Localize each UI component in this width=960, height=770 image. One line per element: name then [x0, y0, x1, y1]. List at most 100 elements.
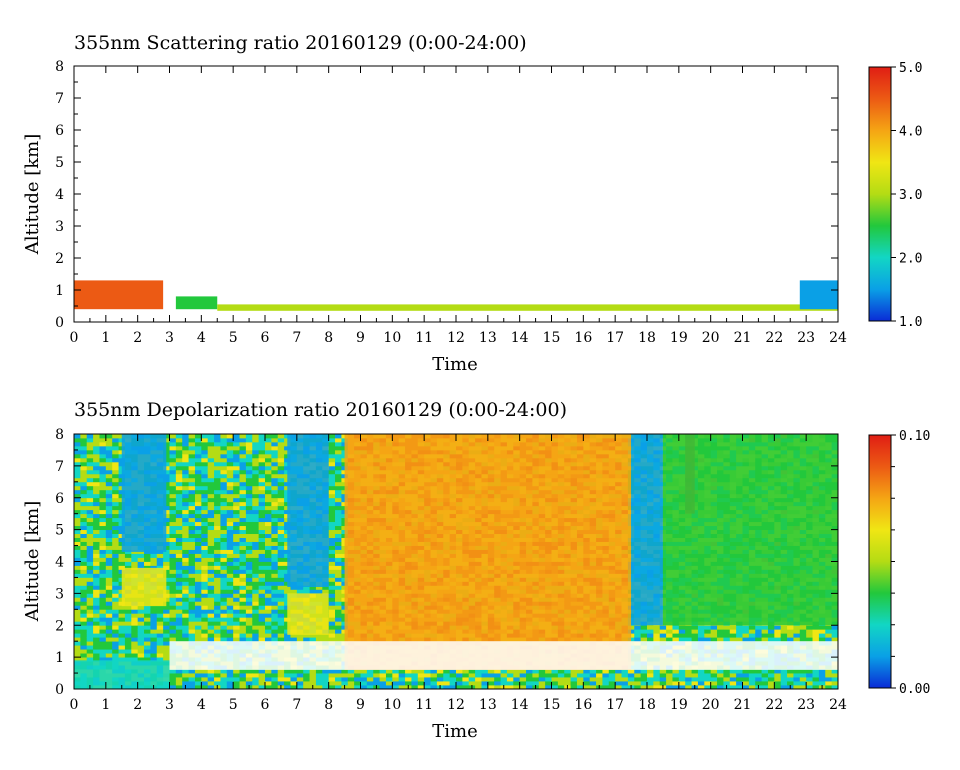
depolarization-cell — [335, 613, 342, 618]
depolarization-cell — [118, 557, 126, 562]
depolarization-cell — [163, 565, 170, 570]
depolarization-cell — [226, 453, 234, 459]
depolarization-cell — [163, 434, 170, 439]
depolarization-cell — [169, 449, 177, 455]
depolarization-cell — [220, 461, 228, 467]
depolarization-cell — [93, 449, 100, 455]
depolarization-cell — [258, 677, 266, 682]
depolarization-cell — [93, 521, 100, 527]
depolarization-cell — [182, 497, 189, 503]
depolarization-cell — [112, 581, 119, 586]
depolarization-cell — [112, 525, 119, 531]
depolarization-cell — [99, 573, 107, 578]
depolarization-cell — [379, 677, 387, 682]
depolarization-cell — [265, 529, 272, 535]
depolarization-cell — [245, 465, 253, 471]
depolarization-cell — [277, 573, 285, 578]
depolarization-cell — [74, 585, 81, 590]
depolarization-cell — [252, 633, 260, 638]
depolarization-cell — [290, 681, 298, 686]
depolarization-cell — [214, 529, 221, 535]
depolarization-cell — [112, 649, 119, 654]
scattering-ratio-xtick-label: 23 — [797, 330, 815, 346]
depolarization-cell — [436, 673, 444, 678]
depolarization-cell — [265, 681, 272, 686]
depolarization-cell — [188, 434, 196, 439]
depolarization-cell — [335, 481, 342, 487]
depolarization-cell — [226, 473, 234, 479]
depolarization-cell — [265, 597, 272, 602]
depolarization-cell — [233, 545, 240, 550]
depolarization-cell — [252, 569, 260, 574]
depolarization-cell — [169, 573, 177, 578]
depolarization-cell — [156, 609, 164, 614]
depolarization-cell — [487, 681, 495, 686]
depolarization-cell — [239, 673, 247, 678]
depolarization-cell — [99, 637, 107, 642]
depolarization-cell — [220, 549, 228, 554]
depolarization-cell — [475, 673, 482, 678]
depolarization-cell — [335, 497, 342, 503]
depolarization-cell — [175, 593, 183, 598]
depolarization-cell — [105, 434, 113, 439]
depolarization-cell — [175, 505, 183, 511]
scattering-ratio-ytick-label: 5 — [55, 155, 64, 171]
depolarization-cell — [112, 645, 119, 650]
depolarization-cell — [220, 637, 228, 642]
depolarization-cell — [239, 517, 247, 523]
depolarization-cell — [500, 681, 508, 686]
depolarization-cell — [309, 669, 317, 674]
depolarization-cell — [175, 525, 183, 531]
depolarization-cell — [201, 501, 209, 507]
depolarization-cell — [271, 434, 279, 439]
depolarization-cell — [290, 637, 298, 642]
depolarization-cell — [150, 565, 158, 570]
depolarization-cell — [366, 681, 374, 686]
depolarization-cell — [233, 597, 240, 602]
depolarization-cell — [328, 573, 336, 578]
depolarization-cell — [118, 645, 126, 650]
depolarization-cell — [99, 434, 107, 439]
depolarization-cell — [131, 617, 139, 622]
depolarization-cell — [214, 545, 221, 550]
depolarization-cell — [169, 481, 177, 487]
depolarization-cell — [150, 613, 158, 618]
depolarization-cell — [118, 605, 126, 610]
depolarization-cell — [258, 525, 266, 531]
depolarization-cell — [188, 477, 196, 483]
depolarization-cell — [526, 673, 533, 678]
depolarization-cell — [214, 557, 221, 562]
depolarization-cell — [239, 625, 247, 630]
depolarization-cell — [93, 545, 100, 550]
depolarization-cell — [335, 525, 342, 531]
depolarization-cell — [105, 513, 113, 519]
depolarization-cell — [487, 677, 495, 682]
depolarization-cell — [112, 625, 119, 630]
depolarization-cell — [150, 629, 158, 634]
depolarization-cell — [226, 513, 234, 519]
depolarization-cell — [182, 569, 189, 574]
depolarization-cell — [239, 493, 247, 499]
depolarization-cell — [252, 553, 260, 558]
depolarization-cell — [86, 529, 94, 535]
depolarization-cell — [188, 629, 196, 634]
depolarization-cell — [194, 465, 202, 471]
depolarization-cell — [220, 625, 228, 630]
depolarization-cell — [74, 453, 81, 459]
depolarization-cell — [328, 449, 336, 455]
depolarization-cell — [239, 513, 247, 519]
depolarization-cell — [245, 545, 253, 550]
depolarization-cell — [86, 437, 94, 443]
depolarization-cell — [112, 533, 119, 538]
depolarization-cell — [265, 445, 272, 451]
depolarization-cell — [277, 553, 285, 558]
depolarization-cell — [86, 489, 94, 495]
depolarization-cell — [131, 637, 139, 642]
depolarization-cell — [105, 465, 113, 471]
depolarization-cell — [245, 501, 253, 507]
depolarization-cell — [163, 585, 170, 590]
depolarization-cell — [245, 513, 253, 519]
depolarization-cell — [99, 493, 107, 499]
depolarization-cell — [481, 681, 489, 686]
depolarization-cell — [175, 457, 183, 463]
